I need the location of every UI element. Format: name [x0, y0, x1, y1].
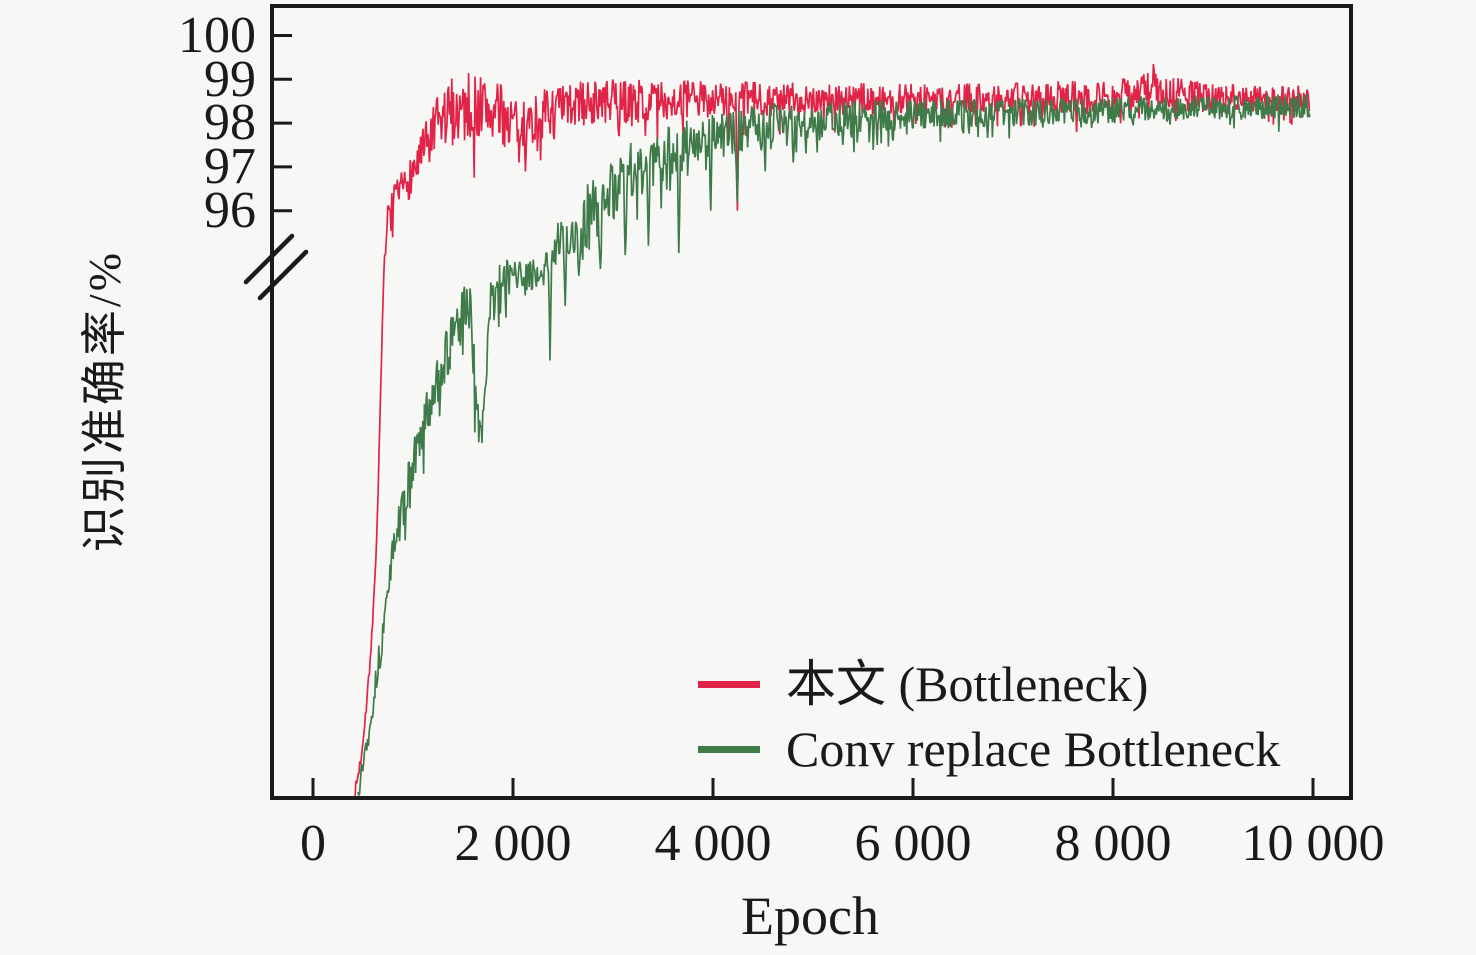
y-tick-label-96: 96	[204, 182, 256, 239]
x-tick-label-8000: 8 000	[1054, 815, 1172, 872]
y-tick-label-100: 100	[178, 7, 256, 64]
y-tick-label-99: 99	[204, 51, 256, 108]
legend-item-bottleneck: 本文 (Bottleneck)	[698, 653, 1280, 715]
y-tick-label-97: 97	[204, 138, 256, 195]
legend-label-bottleneck: 本文 (Bottleneck)	[786, 656, 1149, 712]
x-tick-label-2000: 2 000	[454, 815, 572, 872]
legend-item-conv-replace: Conv replace Bottleneck	[698, 718, 1280, 780]
y-tick-label-98: 98	[204, 94, 256, 151]
x-tick-label-0: 0	[300, 815, 326, 872]
x-tick-label-4000: 4 000	[654, 815, 772, 872]
legend-line-swatch-green	[698, 745, 760, 753]
x-axis-title: Epoch	[741, 886, 879, 946]
legend-label-conv-replace: Conv replace Bottleneck	[786, 721, 1281, 777]
x-tick-label-10000: 10 000	[1241, 815, 1385, 872]
legend: 本文 (Bottleneck) Conv replace Bottleneck	[698, 653, 1280, 780]
y-axis-title: 识别准确率/%	[79, 249, 130, 553]
x-tick-label-6000: 6 000	[854, 815, 972, 872]
legend-line-swatch-red	[698, 680, 760, 688]
